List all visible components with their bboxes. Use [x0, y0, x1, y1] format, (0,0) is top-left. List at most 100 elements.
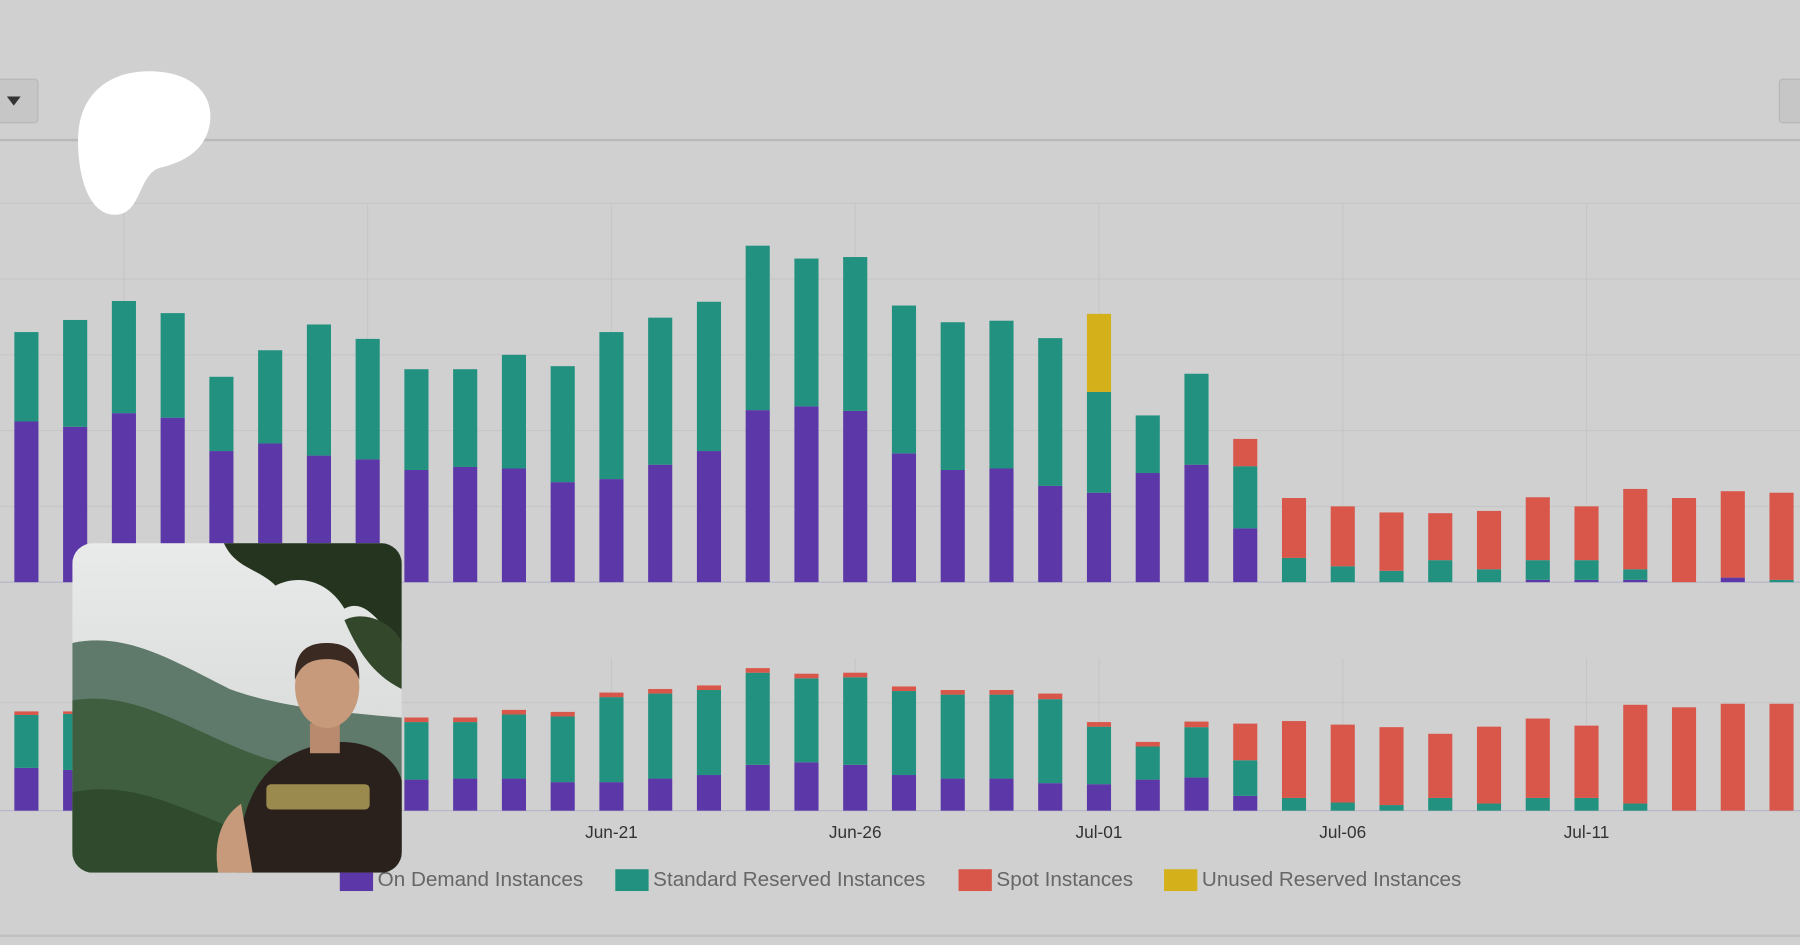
- bar-segment: [599, 332, 624, 480]
- overview-bar-segment: [1428, 797, 1453, 811]
- bar-segment: [501, 468, 526, 583]
- bar-segment: [550, 366, 575, 483]
- bar-segment: [453, 466, 478, 583]
- bar-segment: [1184, 464, 1209, 583]
- bar-segment: [1038, 485, 1063, 583]
- bar-segment: [1428, 513, 1453, 561]
- overview-bar-segment: [501, 778, 526, 811]
- bar-segment: [745, 245, 770, 411]
- overview-bar-segment: [453, 717, 478, 723]
- overview-bar-segment: [1476, 803, 1502, 811]
- overview-bar-segment: [1135, 741, 1160, 747]
- overview-bar-segment: [843, 764, 868, 811]
- overview-bar-segment: [1038, 693, 1063, 700]
- bar-segment: [1720, 577, 1745, 583]
- overview-bar-segment: [14, 711, 39, 715]
- overview-bar-segment: [1720, 703, 1745, 811]
- overview-bar-segment: [1038, 699, 1063, 784]
- legend-label: Standard Reserved Instances: [653, 868, 925, 891]
- overview-bar-segment: [14, 767, 39, 811]
- overview-bar-segment: [1574, 725, 1599, 798]
- legend-label: Unused Reserved Instances: [1202, 868, 1461, 891]
- overview-bar-segment: [891, 686, 917, 692]
- bar-segment: [1623, 579, 1648, 583]
- overview-bar-segment: [745, 672, 770, 765]
- bar-segment: [1525, 560, 1550, 580]
- bar-segment: [1720, 491, 1745, 578]
- bar-segment: [453, 369, 478, 467]
- bar-segment: [14, 332, 39, 422]
- bar-segment: [745, 410, 770, 583]
- bar-segment: [891, 305, 917, 454]
- overview-bar-segment: [1769, 703, 1794, 811]
- legend-swatch: [615, 869, 649, 892]
- bar-segment: [1281, 557, 1307, 583]
- overview-bar-segment: [696, 685, 722, 691]
- toolbar: [0, 78, 1800, 937]
- overview-bar-segment: [696, 775, 722, 811]
- overview-bar-segment: [1330, 802, 1355, 811]
- overview-bar-segment: [1525, 797, 1550, 811]
- overview-bar-segment: [989, 778, 1014, 811]
- bar-segment: [1330, 506, 1355, 567]
- bar-segment: [355, 338, 380, 460]
- bar-segment: [1379, 570, 1404, 583]
- overview-bar-segment: [1086, 722, 1112, 727]
- overview-bar-segment: [648, 693, 673, 779]
- overview-bar-segment: [1038, 783, 1063, 811]
- bar-segment: [160, 313, 185, 418]
- overview-bar-segment: [745, 668, 770, 673]
- overview-bar-segment: [745, 764, 770, 811]
- legend-swatch: [1164, 869, 1198, 892]
- overview-bar-segment: [1623, 704, 1648, 804]
- bar-segment: [843, 257, 868, 411]
- overview-bar-segment: [794, 678, 819, 763]
- logo: [78, 71, 211, 215]
- bar-segment: [1476, 510, 1502, 570]
- bar-segment: [891, 453, 917, 583]
- legend-swatch: [339, 869, 374, 892]
- overlay: [72, 71, 402, 873]
- bar-segment: [1233, 528, 1258, 583]
- bar-segment: [1574, 579, 1599, 583]
- overview-bar-segment: [1525, 718, 1550, 798]
- overview-bar-segment: [989, 690, 1014, 695]
- overview-bar-segment: [599, 782, 624, 811]
- overview-bar-segment: [501, 709, 526, 715]
- bar-segment: [1476, 569, 1502, 583]
- overview-bar-segment: [501, 714, 526, 779]
- overview-bar-segment: [404, 717, 429, 723]
- bar-segment: [1086, 492, 1112, 583]
- bar-segment: [1428, 560, 1453, 583]
- bar-segment: [404, 369, 429, 470]
- overview-bar-segment: [550, 711, 575, 717]
- legend-label: Spot Instances: [996, 868, 1133, 891]
- bar-segment: [1623, 569, 1648, 580]
- bar-segment: [648, 464, 673, 583]
- overview-bar-segment: [648, 778, 673, 811]
- bar-segment: [1623, 488, 1648, 570]
- overview-bar-segment: [1330, 724, 1355, 803]
- overview-bar-segment: [550, 716, 575, 783]
- bar-segment: [501, 354, 526, 469]
- bar-segment: [1671, 498, 1697, 583]
- overview-bar-segment: [599, 697, 624, 783]
- overview-bar-segment: [648, 688, 673, 694]
- bar-segment: [1574, 560, 1599, 580]
- bar-segment: [1769, 579, 1794, 583]
- bar-segment: [111, 300, 136, 414]
- dropdown-button[interactable]: [0, 78, 39, 124]
- legend-swatch: [958, 869, 992, 892]
- toolbar-button[interactable]: [1778, 78, 1800, 124]
- overview-bar-segment: [794, 673, 819, 679]
- overview-bar-segment: [1086, 726, 1112, 785]
- bar-segment: [843, 410, 868, 583]
- overview-bar-segment: [940, 690, 965, 695]
- overview-bar-segment: [1184, 777, 1209, 811]
- overview-bar-segment: [1379, 727, 1404, 806]
- overview-bar-segment: [940, 778, 965, 811]
- bar-segment: [404, 469, 429, 583]
- bar-segment: [14, 421, 39, 583]
